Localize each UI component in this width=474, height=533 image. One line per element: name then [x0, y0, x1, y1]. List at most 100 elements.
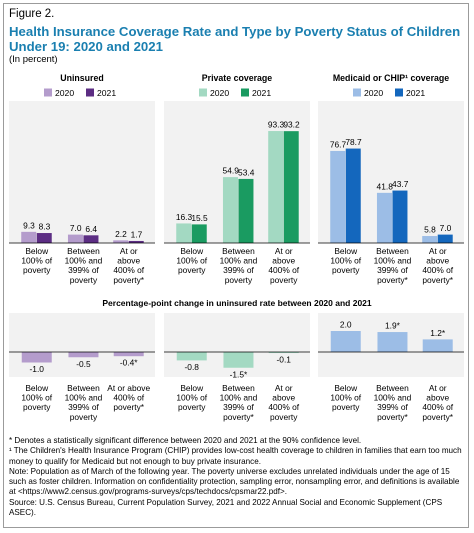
bar — [345, 148, 361, 243]
category-label: Between 100% and 399% of poverty — [65, 246, 103, 285]
bar — [191, 224, 207, 243]
panel-background — [9, 101, 155, 243]
category-label: At or above 400% of poverty — [268, 383, 299, 422]
legend-swatch — [353, 88, 361, 97]
bar — [437, 234, 453, 243]
data-label: 1.7 — [131, 229, 143, 239]
figure-frame — [3, 3, 469, 528]
data-label: 43.7 — [392, 179, 409, 189]
data-label: -1.5* — [230, 369, 248, 379]
change-bar — [176, 352, 207, 361]
change-bar — [21, 352, 52, 363]
data-label: -1.0 — [30, 364, 45, 374]
panel-background — [9, 313, 155, 377]
legend-swatch — [395, 88, 403, 97]
bar — [36, 233, 52, 243]
bar — [176, 223, 192, 243]
panel-title: Uninsured — [60, 73, 104, 83]
category-label: Below 100% of poverty — [21, 246, 52, 275]
category-label: Between 100% and 399% of poverty — [220, 246, 258, 285]
data-label: 9.3 — [23, 220, 35, 230]
category-label: Between 100% and 399% of poverty* — [374, 383, 412, 422]
data-label: 5.8 — [424, 225, 436, 235]
bar — [238, 178, 254, 243]
data-label: 2.2 — [115, 229, 127, 239]
panel-title: Private coverage — [202, 73, 273, 83]
data-label: -0.1 — [277, 355, 292, 365]
data-label: 54.9 — [223, 166, 240, 176]
data-label: 6.4 — [85, 224, 97, 234]
data-label: -0.5 — [76, 359, 91, 369]
data-label: 41.8 — [377, 181, 394, 191]
bar — [392, 190, 408, 243]
footnote-chip: ¹ The Children's Health Insurance Progra… — [9, 446, 462, 466]
change-bar — [268, 352, 299, 354]
data-label: 93.3 — [268, 120, 285, 130]
data-label: 2.0 — [340, 320, 352, 330]
legend-swatch — [44, 88, 52, 97]
category-label: At or above 400% of poverty* — [422, 383, 453, 422]
bar — [283, 131, 299, 243]
footnotes: * Denotes a statistically significant di… — [9, 436, 465, 518]
legend-label: 2020 — [364, 88, 383, 98]
change-bar — [223, 352, 254, 368]
data-label: -0.8 — [185, 362, 200, 372]
category-label: Between 100% and 399% of poverty* — [220, 383, 258, 422]
data-label: 78.7 — [345, 137, 362, 147]
legend-label: 2021 — [97, 88, 116, 98]
change-bar — [330, 331, 361, 352]
category-label: At or above 400% of poverty* — [422, 246, 453, 285]
bottom-heading: Percentage-point change in uninsured rat… — [102, 298, 372, 308]
category-label: Below 100% of poverty — [21, 383, 52, 412]
bar — [268, 131, 284, 243]
figure-subtitle: (In percent) — [9, 54, 58, 65]
category-label: Below 100% of poverty — [176, 383, 207, 412]
legend-swatch — [86, 88, 94, 97]
footnote-significance: * Denotes a statistically significant di… — [9, 436, 362, 445]
bar — [330, 150, 346, 243]
data-label: 15.5 — [191, 213, 208, 223]
bar — [21, 231, 37, 243]
footnote-note: Note: Population as of March of the foll… — [9, 466, 460, 497]
bar — [83, 235, 99, 243]
data-label: -0.4* — [120, 358, 138, 368]
change-bar — [68, 352, 99, 358]
category-label: Between 100% and 399% of poverty* — [374, 246, 412, 285]
category-label: Below 100% of poverty — [330, 383, 361, 412]
category-label: At or above 400% of poverty* — [107, 383, 150, 412]
category-label: Below 100% of poverty — [330, 246, 361, 275]
category-label: At or above 400% of poverty* — [113, 246, 144, 285]
legend-swatch — [199, 88, 207, 97]
figure-label: Figure 2. — [9, 8, 55, 20]
bar — [67, 234, 83, 243]
bar — [222, 177, 238, 243]
figure-title: Health Insurance Coverage Rate and Type … — [9, 24, 461, 54]
change-bar — [422, 339, 453, 352]
bar — [376, 192, 392, 243]
footnote-source: Source: U.S. Census Bureau, Current Popu… — [9, 497, 443, 518]
legend-label: 2021 — [252, 88, 271, 98]
data-label: 93.2 — [283, 120, 300, 130]
data-label: 8.3 — [39, 222, 51, 232]
data-label: 76.7 — [330, 139, 347, 149]
data-label: 7.0 — [70, 223, 82, 233]
legend-label: 2020 — [210, 88, 229, 98]
category-label: Between 100% and 399% of poverty — [65, 383, 103, 422]
data-label: 16.3 — [176, 212, 193, 222]
bar — [422, 236, 438, 243]
category-label: At or above 400% of poverty — [268, 246, 299, 285]
legend-label: 2021 — [406, 88, 425, 98]
data-label: 7.0 — [440, 223, 452, 233]
data-label: 53.4 — [238, 167, 255, 177]
legend-label: 2020 — [55, 88, 74, 98]
change-bar — [113, 352, 144, 357]
data-label: 1.2* — [430, 328, 446, 338]
change-bar — [377, 332, 408, 352]
bar — [128, 240, 144, 243]
panel-title: Medicaid or CHIP¹ coverage — [333, 73, 449, 83]
category-label: Below 100% of poverty — [176, 246, 207, 275]
legend-swatch — [241, 88, 249, 97]
data-label: 1.9* — [385, 321, 401, 331]
bar — [113, 240, 129, 243]
